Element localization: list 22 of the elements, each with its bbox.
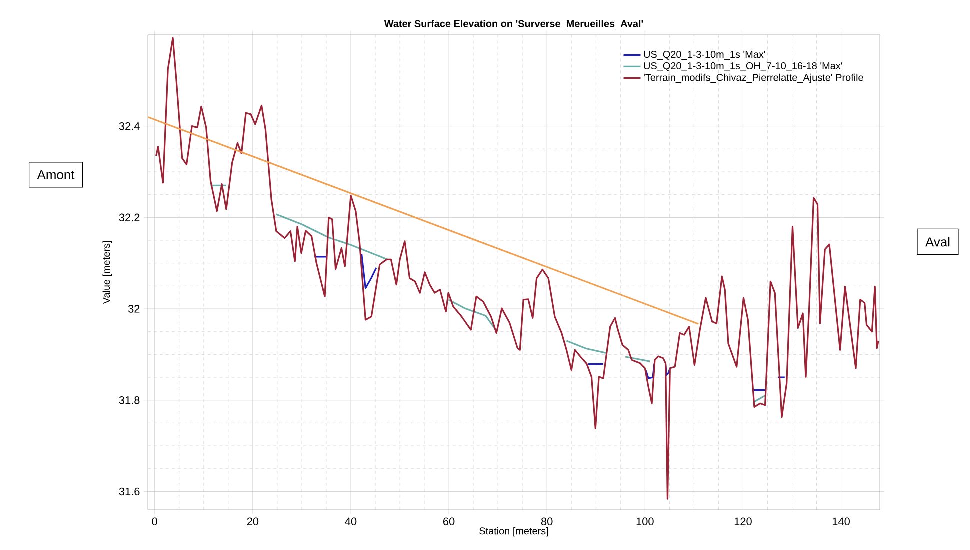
legend-label: 'Terrain_modifs_Chivaz_Pierrelatte_Ajuste' Profile (644, 74, 864, 84)
legend-label: US_Q20_1-3-10m_1s 'Max' (644, 51, 766, 60)
y-tick-label: 31.6 (119, 488, 140, 496)
y-tick-label: 31.8 (119, 396, 140, 404)
x-tick-label: 80 (541, 518, 553, 526)
x-tick-label: 60 (444, 518, 455, 526)
x-tick-label: 140 (832, 518, 850, 526)
x-axis-title: Station [meters] (480, 527, 548, 537)
text: Aval (926, 237, 950, 247)
line-series (156, 37, 880, 500)
text: Amont (37, 170, 75, 180)
x-tick-label: 40 (345, 518, 357, 526)
x-tick-label: 120 (734, 518, 752, 526)
y-axis-title: Value [meters] (102, 241, 112, 304)
x-tick-label: 20 (247, 518, 259, 526)
y-tick-label: 32.2 (119, 214, 140, 222)
x-tick-label: 100 (636, 518, 654, 526)
y-tick-label: 32 (128, 305, 140, 313)
x-tick-label: 0 (152, 518, 158, 526)
y-tick-label: 32.4 (119, 122, 140, 130)
chart-title: Water Surface Elevation on 'Surverse_Merueilles_Aval' (384, 20, 644, 28)
legend-label: US_Q20_1-3-10m_1s_OH_7-10_16-18 'Max' (644, 62, 842, 72)
